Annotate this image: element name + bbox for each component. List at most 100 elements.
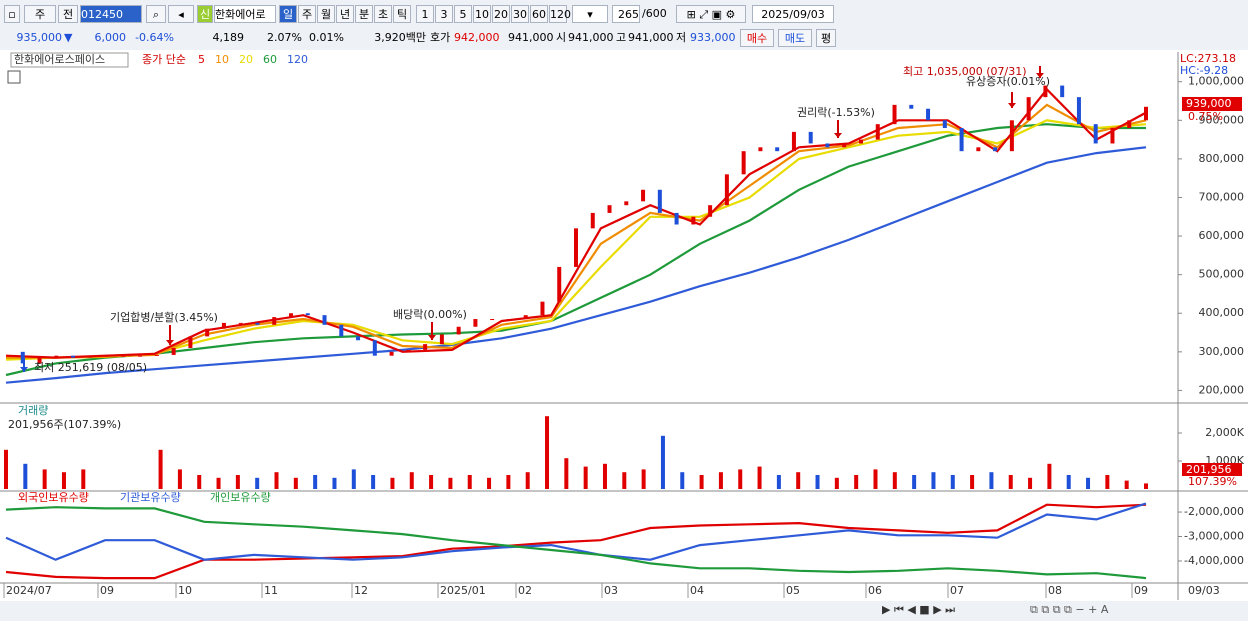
event-annotation: 유상증자(0.01%) — [966, 75, 1050, 88]
event-annotation: 최저 251,619 (08/05) — [34, 361, 147, 374]
candle — [909, 104, 914, 109]
volume-bar — [641, 469, 646, 489]
period-button[interactable]: 분 — [355, 5, 373, 23]
volume-bar — [158, 449, 163, 489]
period-button[interactable]: 120 — [549, 5, 571, 23]
low-label: 저 — [676, 31, 687, 44]
volume-bar — [429, 475, 434, 489]
period-button[interactable]: 5 — [454, 5, 472, 23]
period-button[interactable]: 년 — [336, 5, 354, 23]
volume-bar — [815, 475, 820, 489]
date-label: 08 — [1048, 584, 1062, 597]
nav-buttons[interactable]: ▶ ⏮ ◀ ■ ▶ ⏭ — [882, 603, 955, 616]
period-button[interactable]: 초 — [374, 5, 392, 23]
period-button[interactable]: 60 — [530, 5, 548, 23]
period-button[interactable]: 틱 — [393, 5, 411, 23]
period-button[interactable]: 20 — [492, 5, 510, 23]
legend-entry: 기관보유수량 — [120, 491, 181, 504]
tool-icons[interactable]: ⊞ ⤢ ▣ ⚙ — [676, 5, 746, 23]
candle — [1093, 124, 1098, 144]
market-select[interactable]: 주 — [24, 5, 56, 23]
date-label: 03 — [604, 584, 618, 597]
ratio: 0.01% — [309, 31, 344, 44]
period-button[interactable]: 30 — [511, 5, 529, 23]
candle — [1026, 97, 1031, 121]
buy-button[interactable]: 매수 — [740, 29, 774, 47]
volume-bar — [216, 477, 221, 489]
period-button[interactable]: 1 — [416, 5, 434, 23]
date-input[interactable]: 2025/09/03 — [752, 5, 834, 23]
price: 935,000 — [16, 31, 63, 44]
legend-entry: 10 — [215, 53, 229, 66]
candle — [942, 120, 947, 129]
volume-bar — [583, 466, 588, 489]
candle — [205, 328, 210, 337]
volume-bar — [23, 463, 28, 489]
ask-label: 호가 — [430, 31, 451, 44]
volume-bar — [390, 477, 395, 489]
table-icon[interactable] — [7, 70, 21, 84]
candle — [171, 347, 176, 355]
candle — [372, 340, 377, 356]
search-button[interactable]: ⌕ — [146, 5, 166, 23]
candle — [557, 266, 562, 302]
candle — [859, 139, 863, 144]
candle — [1009, 120, 1014, 152]
legend-label: 종가 단순 — [142, 53, 186, 66]
candle — [238, 322, 243, 324]
event-arrow-head — [1008, 103, 1016, 108]
period-button[interactable]: 월 — [317, 5, 335, 23]
y-tick-label: 500,000 — [1199, 268, 1245, 281]
candle — [674, 212, 679, 225]
interval-select[interactable]: ▾ — [572, 5, 608, 23]
cursor-date: 09/03 — [1188, 584, 1220, 597]
candle — [104, 355, 109, 357]
candle — [959, 128, 964, 152]
volume-bar — [950, 475, 955, 489]
holding-line — [5, 503, 1147, 580]
candle — [523, 315, 528, 320]
candle — [121, 355, 126, 357]
moving-average-line — [5, 146, 1147, 384]
avg-button[interactable]: 평 — [816, 29, 836, 47]
candle — [188, 336, 193, 348]
candle — [808, 131, 813, 144]
volume-bar — [197, 475, 202, 489]
volume-bar — [487, 477, 492, 489]
candle — [1076, 97, 1081, 125]
candle — [221, 322, 226, 329]
current-price: 939,000 — [1186, 97, 1232, 110]
volume-bar — [622, 472, 627, 489]
candle — [1127, 120, 1132, 129]
sell-button[interactable]: 매도 — [778, 29, 812, 47]
panel-title: 거래량 — [18, 404, 48, 417]
period-button[interactable]: 주 — [298, 5, 316, 23]
zoom-buttons[interactable]: ⧉ ⧉ ⧉ ⧉ − + A — [1030, 603, 1109, 616]
y-tick-label: 600,000 — [1199, 229, 1245, 242]
period-button[interactable]: 일 — [279, 5, 297, 23]
hc-label: HC:-9.28 — [1180, 64, 1228, 77]
prev-button[interactable]: 전 — [58, 5, 78, 23]
period-button[interactable]: 10 — [473, 5, 491, 23]
volume-bar — [912, 475, 917, 489]
chart-area: ▶ ⏮ ◀ ■ ▶ ⏭ ⧉ ⧉ ⧉ ⧉ − + A 200,000 300,000… — [0, 50, 1248, 621]
menu-icon[interactable]: ▫ — [4, 5, 20, 23]
bid: 941,000 — [508, 31, 554, 44]
bar-count[interactable]: 265 — [612, 5, 640, 23]
volume-bar — [602, 463, 607, 489]
volume-bar — [42, 469, 47, 489]
period-button[interactable]: 3 — [435, 5, 453, 23]
ask: 942,000 — [454, 31, 500, 44]
date-label: 05 — [786, 584, 800, 597]
y-tick-label: -4,000,000 — [1184, 554, 1244, 567]
volume-bar — [351, 469, 356, 489]
low: 933,000 — [690, 31, 736, 44]
candle — [506, 319, 511, 321]
volume-header: 201,956주(107.39%) — [8, 418, 121, 431]
candle — [20, 351, 25, 364]
candle — [708, 205, 713, 217]
sound-button[interactable]: ◂ — [168, 5, 194, 23]
volume-bar — [892, 472, 897, 489]
candle — [339, 324, 344, 337]
code-input[interactable]: 012450 — [80, 5, 142, 23]
